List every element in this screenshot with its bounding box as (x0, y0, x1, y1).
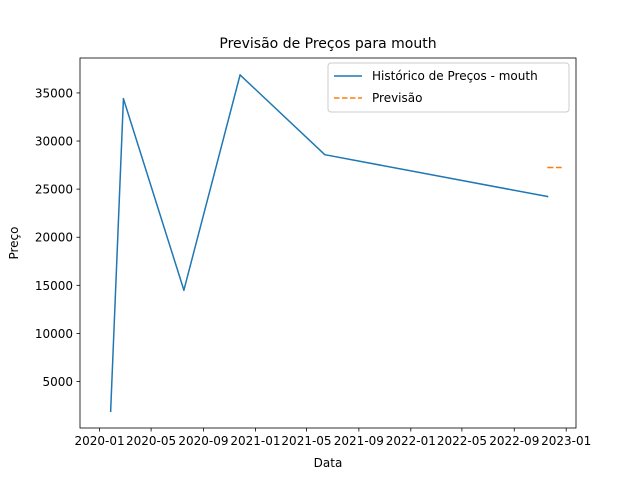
x-tick-label: 2021-09 (334, 434, 384, 448)
y-tick-label: 25000 (35, 183, 73, 197)
legend-box (327, 62, 570, 113)
legend: Histórico de Preços - mouth Previsão (327, 62, 570, 113)
chart-title: Previsão de Preços para mouth (219, 36, 436, 52)
x-tick-label: 2022-09 (489, 434, 539, 448)
series-point (109, 410, 112, 412)
series-point (122, 97, 125, 100)
x-tick-label: 2022-05 (437, 434, 487, 448)
series-point (547, 166, 549, 169)
series-point (560, 166, 562, 169)
x-axis: 2020-01 2020-05 2020-09 2021-01 2021-05 2021-… (75, 428, 591, 448)
legend-label-historico: Histórico de Preços - mouth (372, 69, 538, 83)
y-tick-label: 30000 (35, 135, 73, 149)
y-tick-label: 10000 (35, 327, 73, 341)
y-tick-label: 20000 (35, 231, 73, 245)
series-point (183, 289, 185, 291)
x-axis-label: Data (314, 456, 343, 470)
x-tick-label: 2022-01 (386, 434, 436, 448)
y-axis: 5000 10000 15000 20000 25000 30000 35000 (35, 86, 80, 389)
x-tick-label: 2021-05 (281, 434, 331, 448)
y-tick-label: 35000 (35, 86, 73, 100)
x-tick-label: 2023-01 (541, 434, 591, 448)
y-axis-label: Preço (7, 226, 21, 259)
x-tick-label: 2020-01 (75, 434, 125, 448)
y-tick-label: 15000 (35, 279, 73, 293)
series-point (239, 74, 241, 76)
x-tick-label: 2020-05 (126, 434, 176, 448)
series-point (324, 153, 326, 156)
series-layer (109, 74, 562, 412)
series-point (546, 195, 549, 198)
x-tick-label: 2021-01 (230, 434, 280, 448)
plot-area-frame (79, 57, 577, 429)
legend-label-previsao: Previsão (372, 91, 422, 105)
x-tick-label: 2020-09 (178, 434, 228, 448)
y-tick-label: 5000 (42, 375, 73, 389)
series-line-historico (109, 74, 549, 412)
